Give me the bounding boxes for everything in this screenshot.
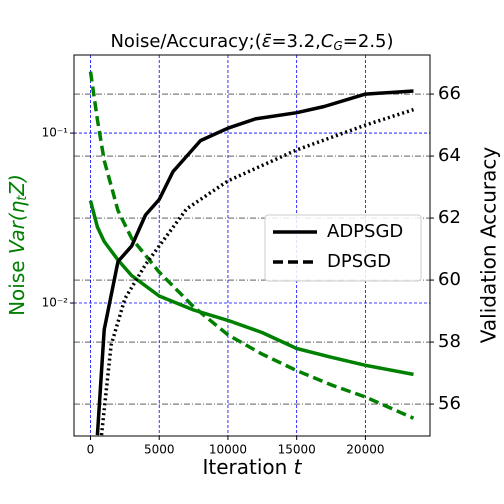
label-part: Iteration: [202, 455, 293, 479]
y2-tick-label: 58: [438, 331, 461, 352]
y-tick-label: 10⁻¹: [42, 126, 69, 140]
title-part: =2.5): [343, 31, 394, 52]
title-part: ε̄: [262, 31, 272, 52]
x-axis-label: Iteration t: [202, 455, 302, 479]
label-part: Z): [5, 174, 29, 197]
y2-tick-label: 66: [438, 83, 461, 104]
y2-tick-label: 56: [438, 393, 461, 414]
label-part: Noise: [5, 254, 29, 316]
chart-title: Noise/Accuracy;(ε̄=3.2,CG=2.5): [110, 31, 393, 53]
y-axis-label: Noise Var(ηtZ): [5, 174, 30, 316]
plot-frame: [73, 54, 431, 437]
y2-tick-label: 64: [438, 145, 461, 166]
title-part: G: [333, 39, 342, 53]
label-part: Var(η: [5, 200, 29, 254]
x-tick-label: 5000: [144, 443, 175, 457]
x-tick-label: 10000: [209, 443, 247, 457]
series-line: [95, 89, 414, 436]
legend-label: ADPSGD: [327, 221, 403, 242]
series-line: [88, 200, 414, 377]
y-tick-label: 10⁻²: [42, 296, 69, 310]
plot-area: [88, 71, 415, 436]
y2-axis-label: Validation Accuracy: [477, 147, 501, 344]
x-tick-label: 0: [87, 443, 95, 457]
series-line: [88, 71, 415, 420]
label-part: t: [294, 455, 303, 479]
x-tick-label: 15000: [278, 443, 316, 457]
title-part: C: [321, 31, 334, 52]
title-part: =3.2,: [271, 31, 320, 52]
legend-label: DPSGD: [327, 251, 391, 272]
title-part: Noise/Accuracy;(: [110, 31, 261, 52]
y2-tick-label: 60: [438, 269, 461, 290]
y2-tick-label: 62: [438, 207, 461, 228]
x-tick-label: 20000: [346, 443, 384, 457]
label-part: t: [15, 195, 30, 201]
